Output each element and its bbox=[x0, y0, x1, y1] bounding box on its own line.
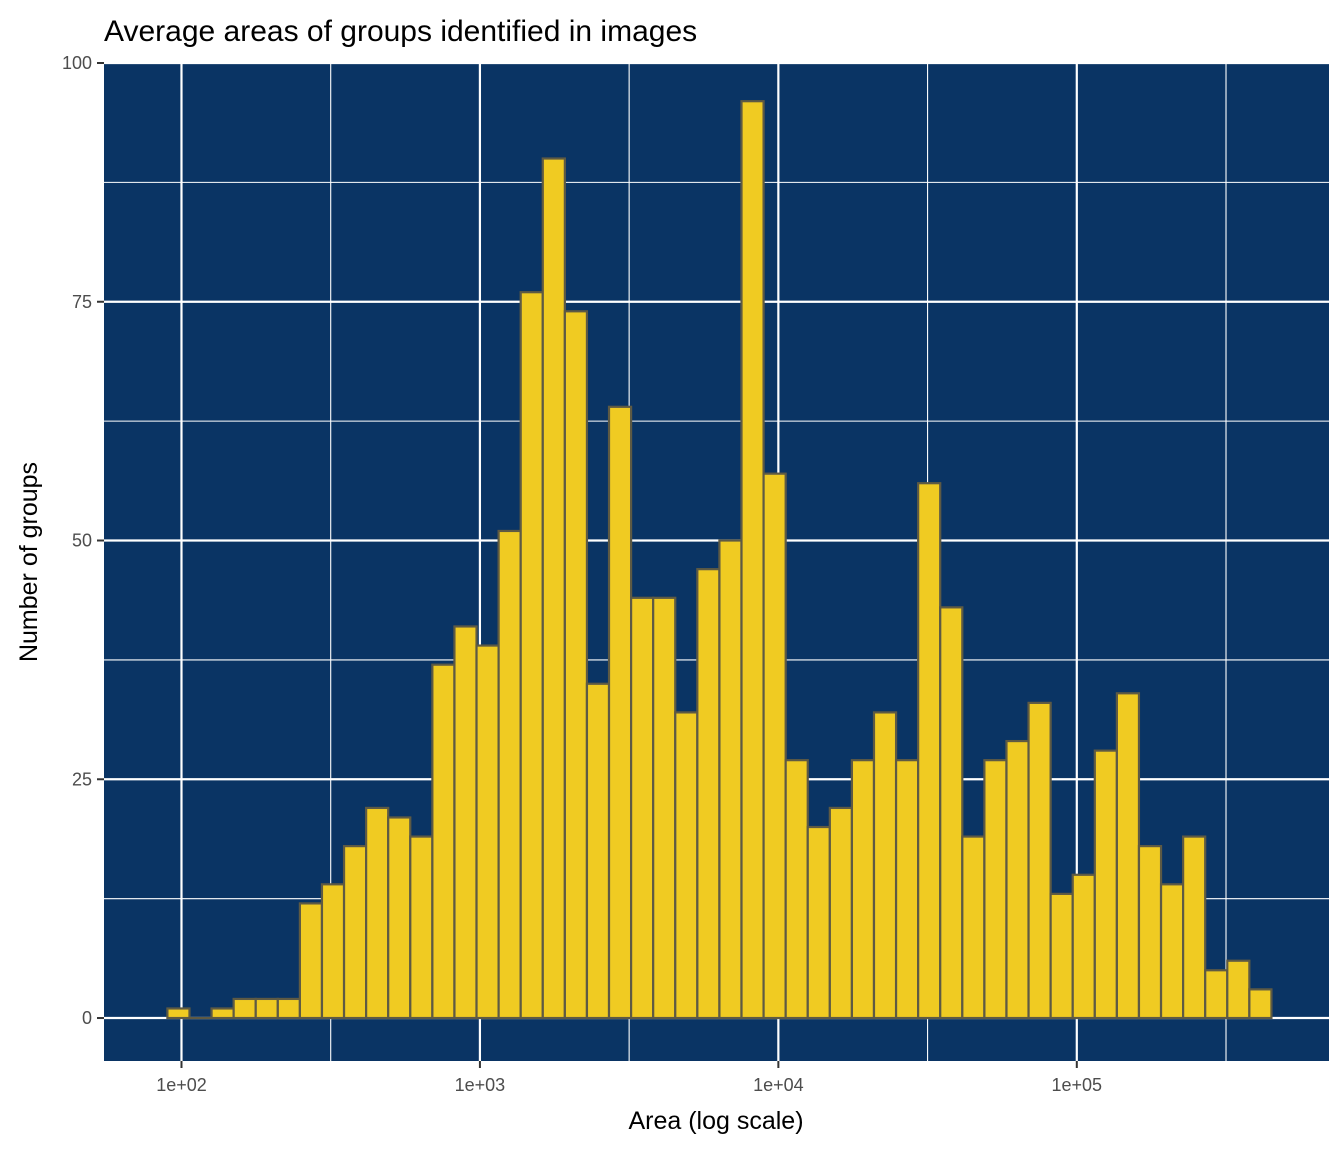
histogram-bar bbox=[298, 902, 324, 1020]
histogram-bar bbox=[541, 157, 566, 1020]
histogram-bar bbox=[365, 806, 390, 1020]
x-tick-label: 1e+04 bbox=[753, 1075, 804, 1095]
histogram-bar bbox=[917, 482, 942, 1020]
y-tick-label: 100 bbox=[62, 53, 92, 73]
y-tick-label: 75 bbox=[72, 292, 92, 312]
histogram-bar bbox=[1159, 883, 1185, 1020]
histogram-bar bbox=[276, 997, 301, 1020]
histogram-bar bbox=[585, 682, 611, 1020]
histogram-bar bbox=[850, 759, 876, 1020]
histogram-bar bbox=[983, 759, 1008, 1020]
chart-title: Average areas of groups identified in im… bbox=[104, 15, 697, 48]
histogram-bar bbox=[762, 472, 787, 1020]
y-axis-title: Number of groups bbox=[15, 462, 43, 662]
x-axis: 1e+02 1e+03 1e+04 1e+05 bbox=[156, 1061, 1102, 1095]
histogram-bar bbox=[961, 835, 986, 1020]
histogram-bar bbox=[740, 100, 765, 1020]
histogram-bar bbox=[894, 759, 920, 1020]
x-tick-label: 1e+03 bbox=[455, 1075, 506, 1095]
histogram-bar bbox=[1137, 845, 1163, 1020]
histogram-bar bbox=[718, 539, 743, 1020]
histogram-bar bbox=[629, 596, 655, 1020]
histogram-bar bbox=[232, 997, 257, 1020]
x-tick-label: 1e+05 bbox=[1052, 1075, 1103, 1095]
histogram-bar bbox=[674, 711, 699, 1020]
histogram-bar bbox=[652, 596, 677, 1020]
histogram-bar bbox=[1093, 749, 1118, 1020]
histogram-bar bbox=[828, 806, 854, 1020]
histogram-bar bbox=[1071, 873, 1096, 1020]
histogram-bar bbox=[1204, 969, 1229, 1020]
y-tick-label: 50 bbox=[72, 531, 92, 551]
histogram-bar bbox=[784, 759, 809, 1020]
histogram-bar bbox=[475, 644, 500, 1020]
histogram-bar bbox=[387, 816, 412, 1020]
histogram-bar bbox=[166, 1007, 191, 1020]
histogram-bar bbox=[696, 568, 721, 1020]
histogram-bar bbox=[497, 529, 522, 1020]
histogram-bar bbox=[342, 845, 368, 1020]
histogram-bar bbox=[254, 997, 279, 1020]
histogram-bar bbox=[1182, 835, 1207, 1020]
y-tick-label: 25 bbox=[72, 769, 92, 789]
histogram-bar bbox=[806, 825, 831, 1020]
histogram-bar bbox=[1049, 892, 1074, 1020]
histogram-bar bbox=[431, 663, 456, 1020]
x-axis-title: Area (log scale) bbox=[628, 1107, 803, 1135]
histogram-bar bbox=[1248, 988, 1273, 1020]
histogram-bars bbox=[166, 100, 1273, 1020]
histogram-bar bbox=[320, 883, 346, 1020]
y-tick-label: 0 bbox=[82, 1008, 92, 1028]
y-axis: 0 25 50 75 100 bbox=[62, 53, 104, 1028]
histogram-bar bbox=[939, 606, 964, 1020]
histogram-bar bbox=[1226, 959, 1251, 1020]
histogram-bar bbox=[519, 291, 544, 1020]
histogram-bar bbox=[409, 835, 434, 1020]
histogram-bar bbox=[563, 310, 589, 1020]
histogram-bar bbox=[607, 405, 633, 1020]
histogram-bar bbox=[453, 625, 478, 1020]
x-tick-label: 1e+02 bbox=[156, 1075, 207, 1095]
histogram-bar bbox=[872, 711, 898, 1020]
histogram-bar bbox=[1115, 692, 1141, 1020]
histogram-bar bbox=[1027, 701, 1052, 1020]
histogram-bar bbox=[1005, 739, 1030, 1020]
histogram-bar bbox=[210, 1007, 235, 1020]
